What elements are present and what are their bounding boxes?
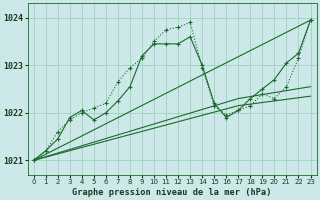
X-axis label: Graphe pression niveau de la mer (hPa): Graphe pression niveau de la mer (hPa) <box>72 188 272 197</box>
